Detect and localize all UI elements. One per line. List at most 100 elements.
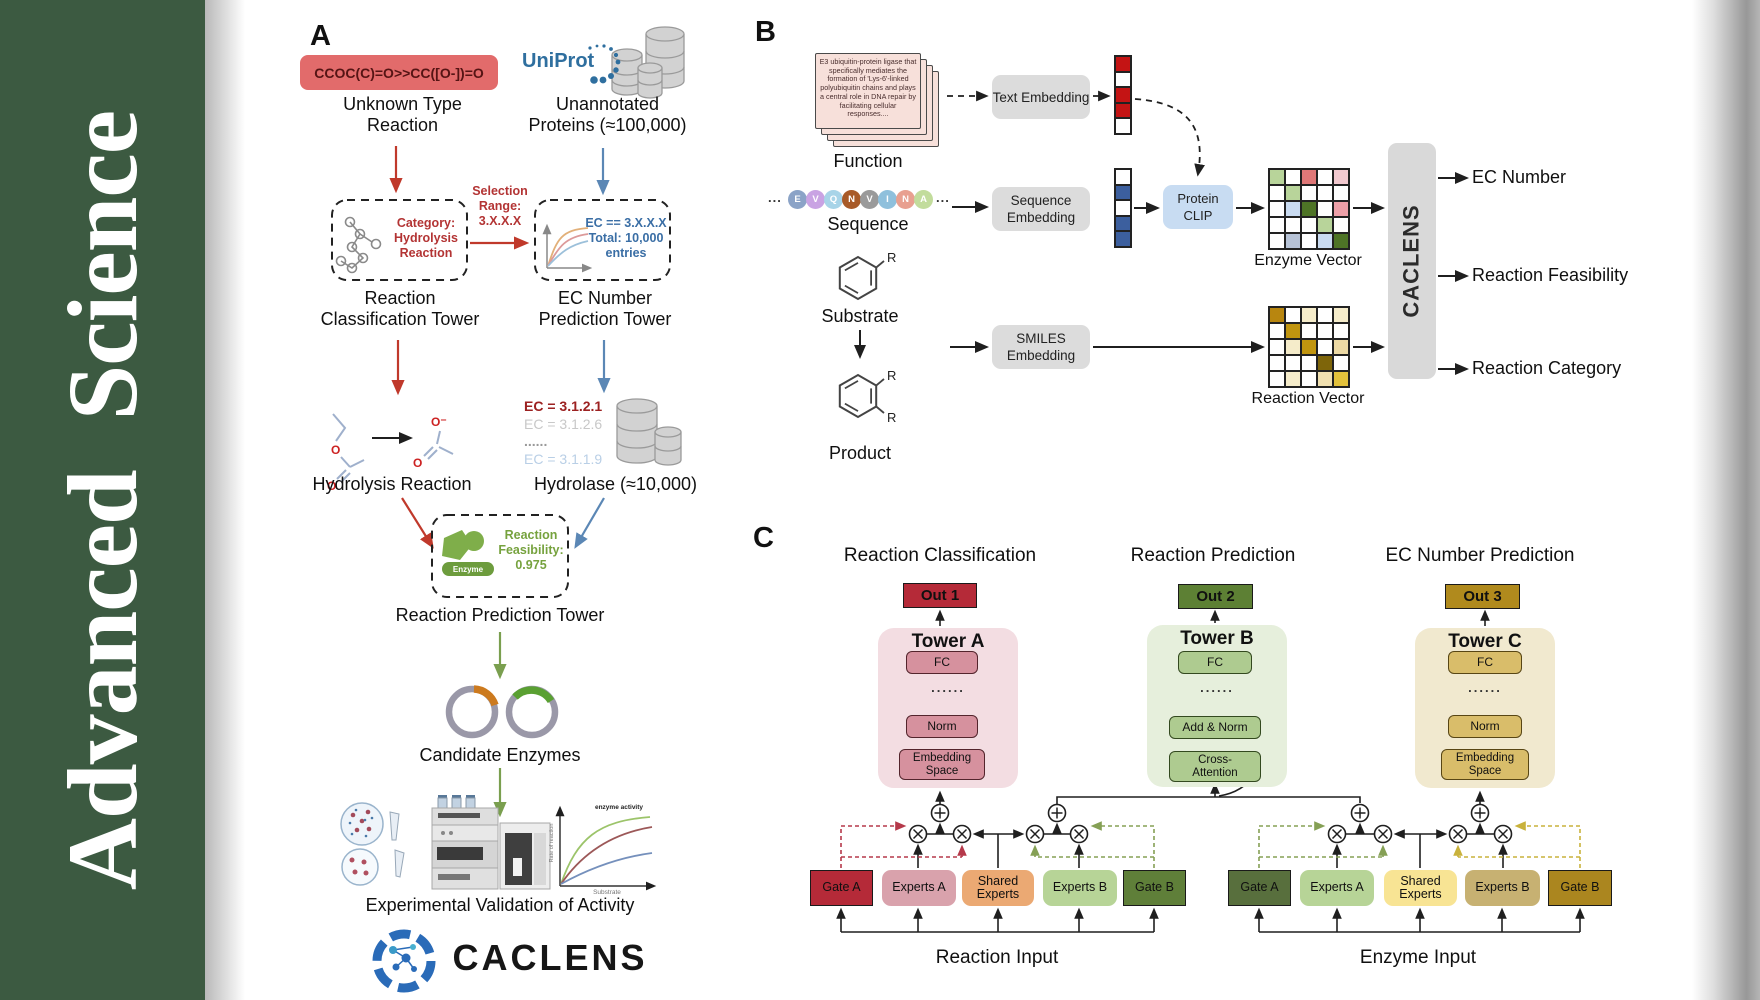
vector-cell: [1115, 231, 1131, 247]
o-atom-3: O: [413, 456, 423, 470]
matrix-cell: [1269, 307, 1285, 323]
matrix-cell: [1333, 355, 1349, 371]
function-card: E3 ubiquitin-protein ligase that specifi…: [815, 53, 921, 129]
matrix-cell: [1333, 339, 1349, 355]
matrix-cell: [1301, 355, 1317, 371]
selection-range-label: Selection Range: 3.X.X.X: [472, 184, 528, 228]
ec-candidate-list: EC = 3.1.2.1 EC = 3.1.2.6 ...... EC = 3.…: [524, 398, 602, 468]
ec-item-dots: ......: [524, 433, 548, 449]
gate-box-1-0: Gate A: [1228, 870, 1291, 906]
reaction-input-label: Reaction Input: [935, 947, 1059, 968]
enzyme-vector-label: Enzyme Vector: [1254, 252, 1362, 269]
tower-b-cross-attention: Cross- Attention: [1169, 751, 1261, 782]
output-ec-number: EC Number: [1472, 167, 1567, 187]
matrix-cell: [1285, 201, 1301, 217]
vector-cell: [1115, 169, 1131, 185]
residue-V: V: [860, 190, 879, 209]
o-minus-atom: O⁻: [431, 415, 447, 429]
experts-box-0-2: Shared Experts: [962, 870, 1034, 906]
matrix-cell: [1269, 169, 1285, 185]
matrix-cell: [1333, 185, 1349, 201]
ec-item: EC = 3.1.1.9: [524, 450, 603, 467]
gate-box-0-4: Gate B: [1123, 870, 1186, 906]
o-atom-1: O: [331, 443, 341, 457]
residue-I: I: [878, 190, 897, 209]
matrix-cell: [1317, 355, 1333, 371]
text-embedding-vector: [1114, 55, 1132, 135]
experts-box-1-3: Experts B: [1465, 870, 1540, 906]
output-reaction-category: Reaction Category: [1472, 358, 1622, 378]
hydrolase-label: Hydrolase (≈10,000): [534, 474, 697, 494]
matrix-cell: [1285, 185, 1301, 201]
matrix-cell: [1269, 185, 1285, 201]
text-embedding-box: Text Embedding: [992, 75, 1090, 119]
matrix-cell: [1269, 201, 1285, 217]
sequence-label: Sequence: [827, 214, 909, 234]
caclens-logo-icon: [372, 929, 436, 993]
ec-number-tower-label: EC Number Prediction Tower: [538, 288, 672, 329]
category-label: Category: Hydrolysis Reaction: [394, 216, 458, 260]
matrix-cell: [1301, 371, 1317, 387]
tower-a-fc: FC: [906, 651, 978, 674]
panel-c-label: C: [753, 522, 774, 554]
enzyme-badge: Enzyme: [442, 562, 494, 576]
ec-filter-label: EC == 3.X.X.X Total: 10,000 entries: [585, 216, 667, 260]
matrix-cell: [1301, 339, 1317, 355]
tower-c-title: Tower C: [1448, 631, 1522, 652]
matrix-cell: [1301, 185, 1317, 201]
candidate-enzymes-label: Candidate Enzymes: [419, 745, 581, 765]
matrix-cell: [1269, 371, 1285, 387]
residue-N: N: [896, 190, 915, 209]
tower-c-norm: Norm: [1448, 715, 1522, 738]
hydrolysis-reaction-label: Hydrolysis Reaction: [312, 474, 472, 494]
matrix-cell: [1333, 169, 1349, 185]
benzene-icons: [838, 255, 885, 419]
panel-b-wiring: [854, 90, 1469, 375]
heading-reaction-classification: Reaction Classification: [843, 545, 1037, 566]
tower-b-fc: FC: [1178, 651, 1252, 674]
journal-banner: Advanced Science: [0, 0, 205, 1000]
hplc-icon: [431, 795, 551, 890]
vector-cell: [1115, 118, 1131, 134]
sequence-ellipsis-left: ...: [768, 190, 782, 205]
banner-gap-gradient: [205, 0, 245, 1000]
reaction-vector-label: Reaction Vector: [1251, 390, 1365, 407]
matrix-cell: [1317, 339, 1333, 355]
matrix-cell: [1301, 201, 1317, 217]
vector-cell: [1115, 87, 1131, 103]
product-nodes: [908, 824, 1513, 844]
matrix-cell: [1301, 307, 1317, 323]
matrix-cell: [1333, 201, 1349, 217]
tower-c-fc: FC: [1448, 651, 1522, 674]
out-3-box: Out 3: [1445, 584, 1520, 609]
sigmoid-curves-icon: [542, 223, 593, 273]
matrix-cell: [1269, 339, 1285, 355]
matrix-cell: [1333, 233, 1349, 249]
out-2-box: Out 2: [1178, 584, 1253, 609]
matrix-cell: [1285, 371, 1301, 387]
function-card-text: E3 ubiquitin-protein ligase that specifi…: [819, 57, 917, 119]
panel-b-label: B: [755, 16, 776, 48]
substrate-label: Substrate: [821, 306, 899, 326]
vector-cell: [1115, 184, 1131, 200]
experts-box-1-1: Experts A: [1300, 870, 1374, 906]
panel-a-wiring: [331, 146, 671, 818]
o-atom-2: O: [327, 479, 337, 493]
matrix-cell: [1317, 201, 1333, 217]
ec-item: EC = 3.1.2.6: [524, 415, 603, 432]
tower-c-dots: ......: [1468, 680, 1502, 695]
database-icon-mid: [616, 398, 682, 466]
feasibility-label: Reaction Feasibility: 0.975: [498, 528, 564, 572]
vector-cell: [1115, 215, 1131, 231]
tower-b-add-norm: Add & Norm: [1169, 716, 1261, 739]
matrix-cell: [1301, 169, 1317, 185]
matrix-cell: [1285, 355, 1301, 371]
enzyme-activity-annotation: enzyme activity: [594, 804, 644, 811]
matrix-cell: [1317, 323, 1333, 339]
residue-A: A: [914, 190, 933, 209]
vector-cell: [1115, 71, 1131, 87]
tower-a-title: Tower A: [911, 631, 985, 652]
ec-item: EC = 3.1.2.1: [524, 398, 603, 414]
matrix-cell: [1333, 371, 1349, 387]
